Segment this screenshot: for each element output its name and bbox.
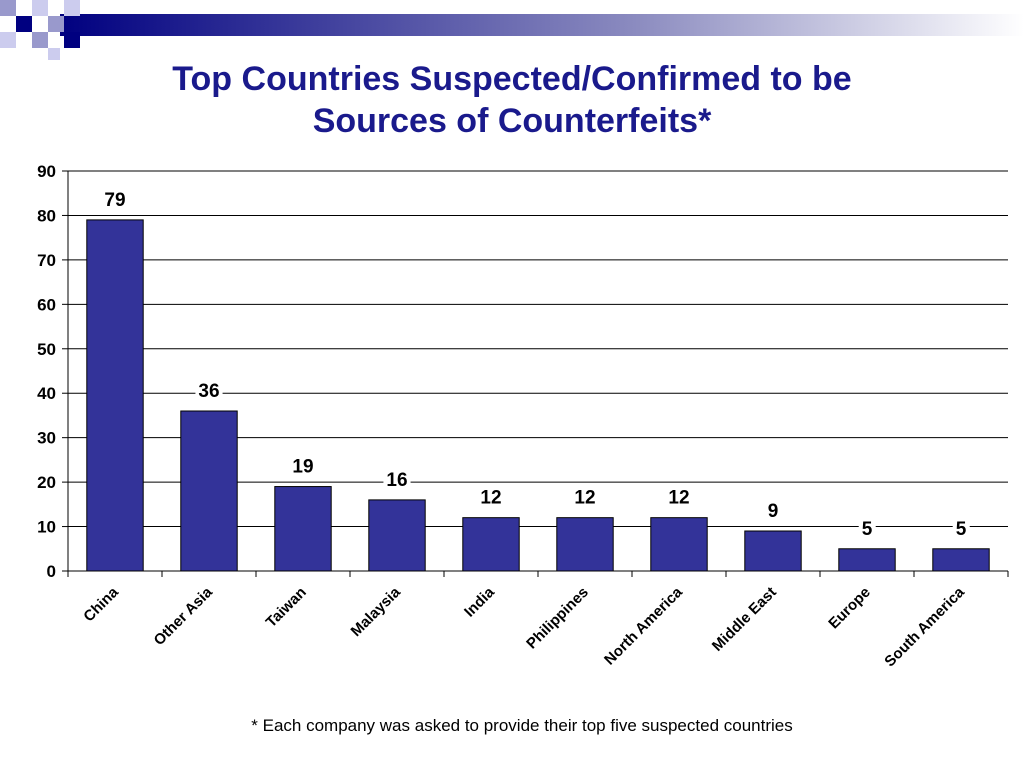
data-label: 5 — [956, 519, 967, 540]
data-label-background — [383, 469, 411, 491]
bar-south-america — [932, 548, 990, 572]
bar-chart: 0 10 20 30 40 50 60 70 80 90 79 China 36 Other Asia 1… — [37, 162, 1009, 670]
y-tick-label: 20 — [37, 473, 56, 492]
deco-square — [16, 16, 32, 32]
category-label: India — [461, 583, 498, 620]
category-label: Other Asia — [151, 583, 217, 649]
y-tick-label: 40 — [37, 384, 56, 403]
slide-title: Top Countries Suspected/Confirmed to be … — [0, 58, 1024, 142]
data-label-background — [571, 487, 599, 509]
header-band — [60, 14, 1024, 36]
bar-europe — [838, 548, 896, 572]
deco-square — [32, 32, 48, 48]
title-line-2: Sources of Counterfeits* — [312, 102, 712, 140]
deco-square — [0, 0, 16, 16]
bar-india — [462, 517, 520, 572]
deco-square — [64, 32, 80, 48]
data-label: 12 — [668, 488, 689, 509]
data-label: 19 — [292, 457, 313, 478]
bar-china — [86, 219, 144, 572]
y-tick-label: 50 — [37, 340, 56, 359]
data-label-background — [289, 456, 317, 478]
category-label: Taiwan — [263, 584, 310, 631]
footnote: * Each company was asked to provide thei… — [251, 716, 793, 735]
category-label: Philippines — [523, 584, 592, 653]
data-label-background — [764, 501, 782, 522]
data-label-background — [477, 487, 505, 509]
y-tick-label: 60 — [37, 295, 56, 314]
category-label: North America — [601, 583, 686, 668]
bar-philippines — [556, 517, 614, 572]
deco-square — [48, 16, 64, 32]
data-label-background — [101, 189, 129, 211]
data-label-background — [952, 518, 970, 540]
data-label: 36 — [198, 381, 219, 402]
data-label-background — [665, 487, 693, 509]
deco-square — [0, 32, 16, 48]
category-label: Middle East — [709, 584, 780, 655]
y-tick-label: 70 — [37, 251, 56, 270]
y-tick-label: 30 — [37, 429, 56, 448]
category-label: South America — [881, 583, 968, 670]
category-label: Europe — [825, 584, 874, 633]
data-label: 16 — [386, 470, 407, 491]
bar-malaysia — [368, 499, 426, 572]
y-tick-label: 0 — [47, 562, 56, 581]
data-label: 5 — [862, 519, 873, 540]
slide-decoration — [0, 0, 1024, 60]
y-tick-label: 90 — [37, 162, 56, 181]
category-label: China — [80, 583, 122, 625]
data-label: 12 — [574, 488, 595, 509]
deco-square — [48, 48, 60, 60]
category-label: Malaysia — [348, 583, 405, 640]
bar-taiwan — [274, 486, 332, 572]
title-line-1: Top Countries Suspected/Confirmed to be — [172, 60, 852, 98]
data-label: 12 — [480, 488, 501, 509]
bar-north-america — [650, 517, 708, 572]
bar-middle-east — [744, 530, 802, 572]
data-label: 79 — [104, 190, 125, 211]
bar-other-asia — [180, 410, 238, 572]
data-label: 9 — [768, 501, 779, 522]
deco-square — [32, 0, 48, 16]
data-label-background — [195, 381, 223, 402]
y-tick-label: 10 — [37, 518, 56, 537]
data-label-background — [858, 518, 876, 540]
y-tick-label: 80 — [37, 206, 56, 225]
deco-square — [64, 0, 80, 16]
